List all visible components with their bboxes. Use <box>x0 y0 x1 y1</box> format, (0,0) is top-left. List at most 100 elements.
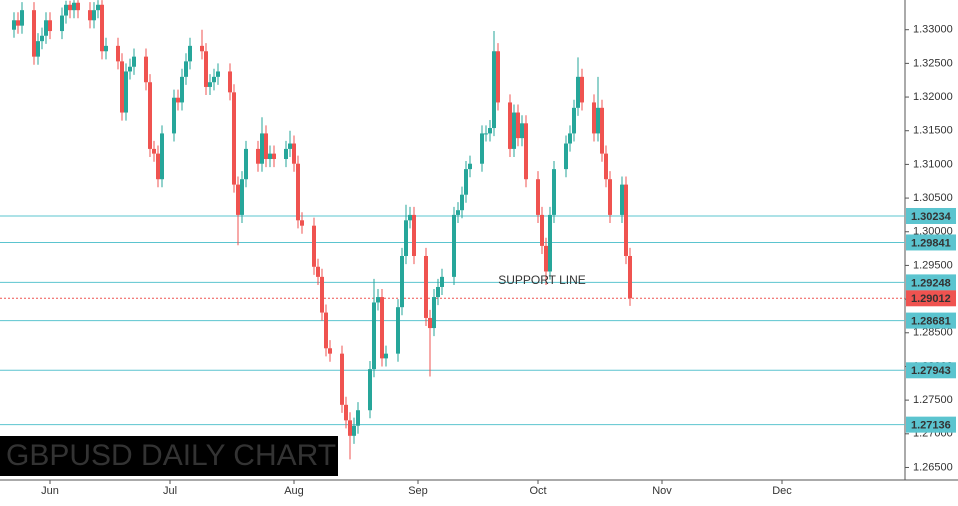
candle-body <box>480 133 484 164</box>
current-price-label: 1.29012 <box>911 293 951 305</box>
y-tick-label: 1.30500 <box>913 192 953 204</box>
candle-body <box>284 148 288 160</box>
y-tick-label: 1.32500 <box>913 57 953 69</box>
candle-body <box>412 214 416 256</box>
candle-body <box>16 20 20 26</box>
candle-body <box>380 297 384 359</box>
candle-body <box>92 10 96 21</box>
level-price-box <box>906 207 956 224</box>
chart-title: GBPUSD DAILY CHART <box>6 439 336 472</box>
candle-body <box>512 112 516 149</box>
y-tick-label: 1.27500 <box>913 394 953 406</box>
x-tick-label: Aug <box>284 485 304 497</box>
candle-body <box>348 420 352 436</box>
candle-body <box>424 255 428 318</box>
level-price-box <box>906 362 956 379</box>
y-tick-label: 1.29500 <box>913 259 953 271</box>
candle-body <box>408 214 412 221</box>
level-price-label: 1.29248 <box>911 277 951 289</box>
candle-body <box>620 184 624 215</box>
candle-body <box>340 353 344 405</box>
candle-body <box>44 20 48 36</box>
candle-body <box>460 194 464 211</box>
candle-body <box>72 2 76 11</box>
y-tick-label: 1.26500 <box>913 461 953 473</box>
y-tick-label: 1.32000 <box>913 91 953 103</box>
x-tick-label: Dec <box>772 485 792 497</box>
candle-body <box>456 210 460 215</box>
candle-body <box>152 148 156 154</box>
candle-body <box>124 71 128 113</box>
candle-body <box>516 112 520 139</box>
candle-body <box>320 276 324 313</box>
candle-body <box>540 214 544 246</box>
candle-body <box>352 425 356 436</box>
candle-body <box>20 10 24 26</box>
level-price-box <box>906 274 956 291</box>
candle-body <box>156 153 160 180</box>
candle-body <box>12 20 16 30</box>
candle-body <box>32 10 36 57</box>
candle-body <box>344 404 348 421</box>
candle-body <box>592 102 596 134</box>
candle-body <box>400 255 404 308</box>
candle-body <box>144 56 148 83</box>
candle-body <box>524 123 528 180</box>
candle-body <box>608 179 612 215</box>
candle-body <box>260 133 264 164</box>
level-price-box <box>906 234 956 251</box>
candle-body <box>36 41 40 57</box>
candle-body <box>404 220 408 256</box>
candle-body <box>316 266 320 277</box>
candle-body <box>264 133 268 160</box>
candle-body <box>244 148 248 180</box>
candle-body <box>568 133 572 144</box>
candle-body <box>628 255 632 299</box>
level-price-label: 1.27943 <box>911 365 951 377</box>
candle-body <box>440 276 444 287</box>
candle-body <box>312 225 316 267</box>
candle-body <box>104 45 108 52</box>
candle-body <box>356 410 360 426</box>
candle-body <box>544 245 548 272</box>
candle-body <box>296 163 300 221</box>
candle-body <box>272 153 276 160</box>
candle-body <box>212 76 216 83</box>
y-tick-label: 1.31500 <box>913 125 953 137</box>
candle-body <box>376 297 380 303</box>
candle-body <box>624 184 628 256</box>
y-tick-label: 1.31000 <box>913 158 953 170</box>
candle-body <box>428 317 432 329</box>
candle-body <box>488 128 492 134</box>
candle-body <box>188 45 192 62</box>
candle-body <box>288 143 292 149</box>
x-tick-label: Jun <box>41 485 59 497</box>
candle-body <box>60 15 64 32</box>
level-price-label: 1.27136 <box>911 420 951 432</box>
level-price-label: 1.30234 <box>911 211 952 223</box>
level-price-label: 1.28681 <box>911 315 951 327</box>
candle-body <box>40 35 44 42</box>
x-tick-label: Oct <box>529 485 546 497</box>
candle-body <box>432 297 436 329</box>
candle-body <box>468 163 472 170</box>
candle-body <box>200 45 204 52</box>
candle-body <box>76 2 80 11</box>
candle-body <box>436 286 440 298</box>
candle-body <box>492 51 496 129</box>
candle-body <box>116 45 120 62</box>
candle-body <box>552 169 556 215</box>
candle-body <box>452 214 456 277</box>
candle-body <box>100 4 104 52</box>
level-price-box <box>906 416 956 433</box>
level-price-label: 1.29841 <box>911 237 951 249</box>
candle-body <box>256 148 260 164</box>
candle-body <box>324 312 328 349</box>
level-price-box <box>906 312 956 329</box>
candle-body <box>208 82 212 87</box>
y-tick-label: 1.28500 <box>913 327 953 339</box>
candle-body <box>600 107 604 154</box>
x-tick-label: Sep <box>408 485 428 497</box>
candle-body <box>88 10 92 21</box>
